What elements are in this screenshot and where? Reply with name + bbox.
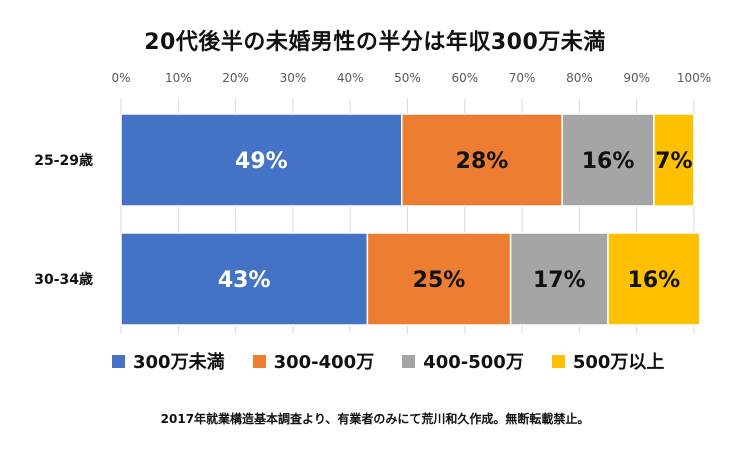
legend-label: 500万以上 <box>572 352 665 373</box>
bar-segment <box>509 232 609 326</box>
legend-label: 400-500万 <box>423 352 524 373</box>
x-tick-label: 30% <box>280 71 307 85</box>
x-tick-label: 50% <box>394 71 421 85</box>
data-label: 16% <box>628 268 681 293</box>
x-tick-label: 70% <box>509 71 536 85</box>
bar-segment <box>561 113 655 207</box>
x-tick-label: 80% <box>566 71 593 85</box>
bar-segment <box>366 232 512 326</box>
x-tick-label: 100% <box>677 71 711 85</box>
x-tick-label: 90% <box>623 71 650 85</box>
legend-swatch <box>252 354 266 368</box>
legend-item-under-300: 300万未満 <box>112 348 225 374</box>
data-label: 25% <box>413 268 466 293</box>
bar-segment <box>120 232 369 326</box>
legend-item-400-500: 400-500万 <box>402 348 524 374</box>
data-label: 7% <box>655 149 692 174</box>
source-footnote: 2017年就業構造基本調査より、有業者のみにて荒川和久作成。無断転載禁止。 <box>160 412 590 426</box>
data-label: 43% <box>218 268 271 293</box>
category-label: 30-34歳 <box>34 271 93 288</box>
data-label: 49% <box>235 149 288 174</box>
legend-swatch <box>402 354 416 368</box>
x-tick-label: 0% <box>111 71 130 85</box>
data-label: 16% <box>582 149 635 174</box>
legend-item-300-400: 300-400万 <box>252 348 375 374</box>
data-label: 17% <box>533 268 586 293</box>
x-tick-label: 10% <box>165 71 192 85</box>
chart-legend: 300万未満 300-400万 400-500万 500万以上 <box>112 347 712 375</box>
data-label: 28% <box>456 149 509 174</box>
legend-label: 300万未満 <box>133 352 225 373</box>
x-tick-label: 60% <box>451 71 478 85</box>
x-tick-label: 40% <box>337 71 364 85</box>
x-tick-label: 20% <box>222 71 249 85</box>
bar-segment <box>653 113 695 207</box>
category-label: 25-29歳 <box>34 152 93 169</box>
bar-segment <box>607 232 701 326</box>
legend-swatch <box>112 354 125 368</box>
legend-label: 300-400万 <box>273 352 375 373</box>
legend-swatch <box>551 354 565 368</box>
chart-title: 20代後半の未婚男性の半分は年収300万未満 <box>144 30 606 55</box>
legend-item-500-plus: 500万以上 <box>551 348 665 374</box>
